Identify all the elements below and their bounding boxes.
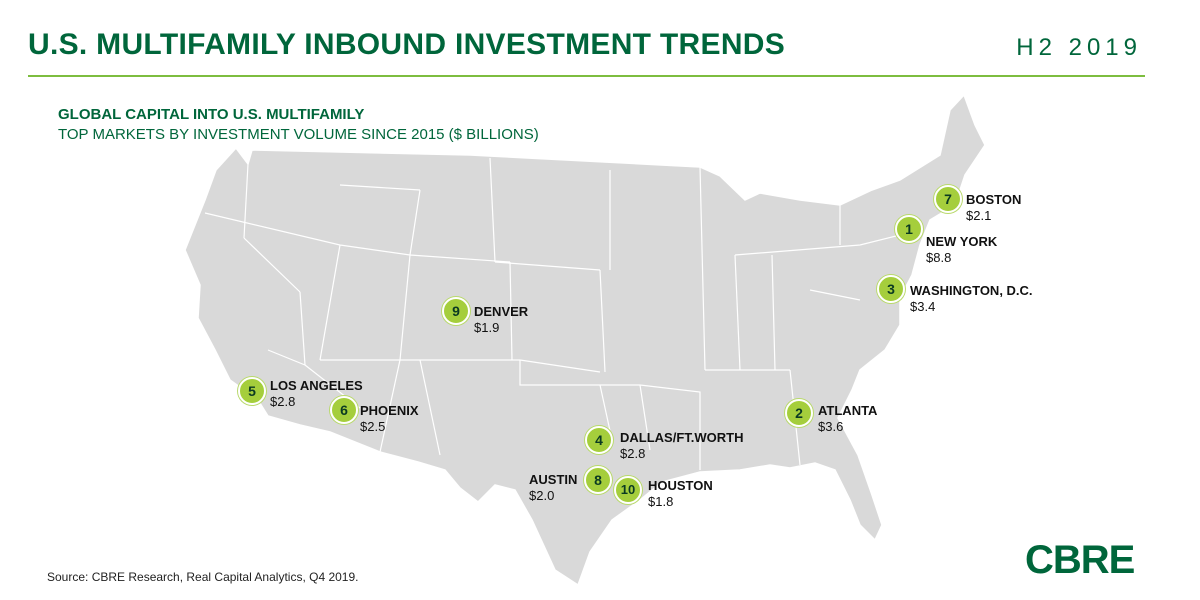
city-dallas-ft-worth: DALLAS/FT.WORTH xyxy=(620,430,744,445)
marker-phoenix: 6 xyxy=(330,396,358,424)
value-dallas-ft-worth: $2.8 xyxy=(620,446,646,461)
marker-washington-dc: 3 xyxy=(877,275,905,303)
marker-new-york: 1 xyxy=(895,215,923,243)
us-outline xyxy=(184,93,986,587)
value-new-york: $8.8 xyxy=(926,250,952,265)
city-new-york: NEW YORK xyxy=(926,234,998,249)
city-boston: BOSTON xyxy=(966,192,1022,207)
subtitle-secondary: TOP MARKETS BY INVESTMENT VOLUME SINCE 2… xyxy=(58,126,539,143)
city-phoenix: PHOENIX xyxy=(360,403,419,418)
marker-dallas-ft-worth: 4 xyxy=(585,426,613,454)
value-los-angeles: $2.8 xyxy=(270,394,296,409)
marker-boston: 7 xyxy=(934,185,962,213)
cbre-logo: CBRE xyxy=(1025,538,1135,582)
page-title: U.S. MULTIFAMILY INBOUND INVESTMENT TREN… xyxy=(28,28,786,61)
marker-austin: 8 xyxy=(584,466,612,494)
marker-los-angeles: 5 xyxy=(238,377,266,405)
city-austin: AUSTIN xyxy=(529,472,578,487)
value-austin: $2.0 xyxy=(529,488,555,503)
city-denver: DENVER xyxy=(474,304,529,319)
value-atlanta: $3.6 xyxy=(818,419,844,434)
value-washington-dc: $3.4 xyxy=(910,299,936,314)
subtitle-primary: GLOBAL CAPITAL INTO U.S. MULTIFAMILY xyxy=(58,106,365,123)
city-atlanta: ATLANTA xyxy=(818,403,878,418)
marker-atlanta: 2 xyxy=(785,399,813,427)
city-washington-dc: WASHINGTON, D.C. xyxy=(910,283,1033,298)
value-phoenix: $2.5 xyxy=(360,419,386,434)
city-los-angeles: LOS ANGELES xyxy=(270,378,363,393)
period-label: H2 2019 xyxy=(1016,34,1142,61)
header-rule xyxy=(28,75,1145,77)
value-houston: $1.8 xyxy=(648,494,674,509)
value-denver: $1.9 xyxy=(474,320,500,335)
city-houston: HOUSTON xyxy=(648,478,713,493)
value-boston: $2.1 xyxy=(966,208,992,223)
marker-denver: 9 xyxy=(442,297,470,325)
marker-houston: 10 xyxy=(614,476,642,504)
source-note: Source: CBRE Research, Real Capital Anal… xyxy=(47,570,359,584)
